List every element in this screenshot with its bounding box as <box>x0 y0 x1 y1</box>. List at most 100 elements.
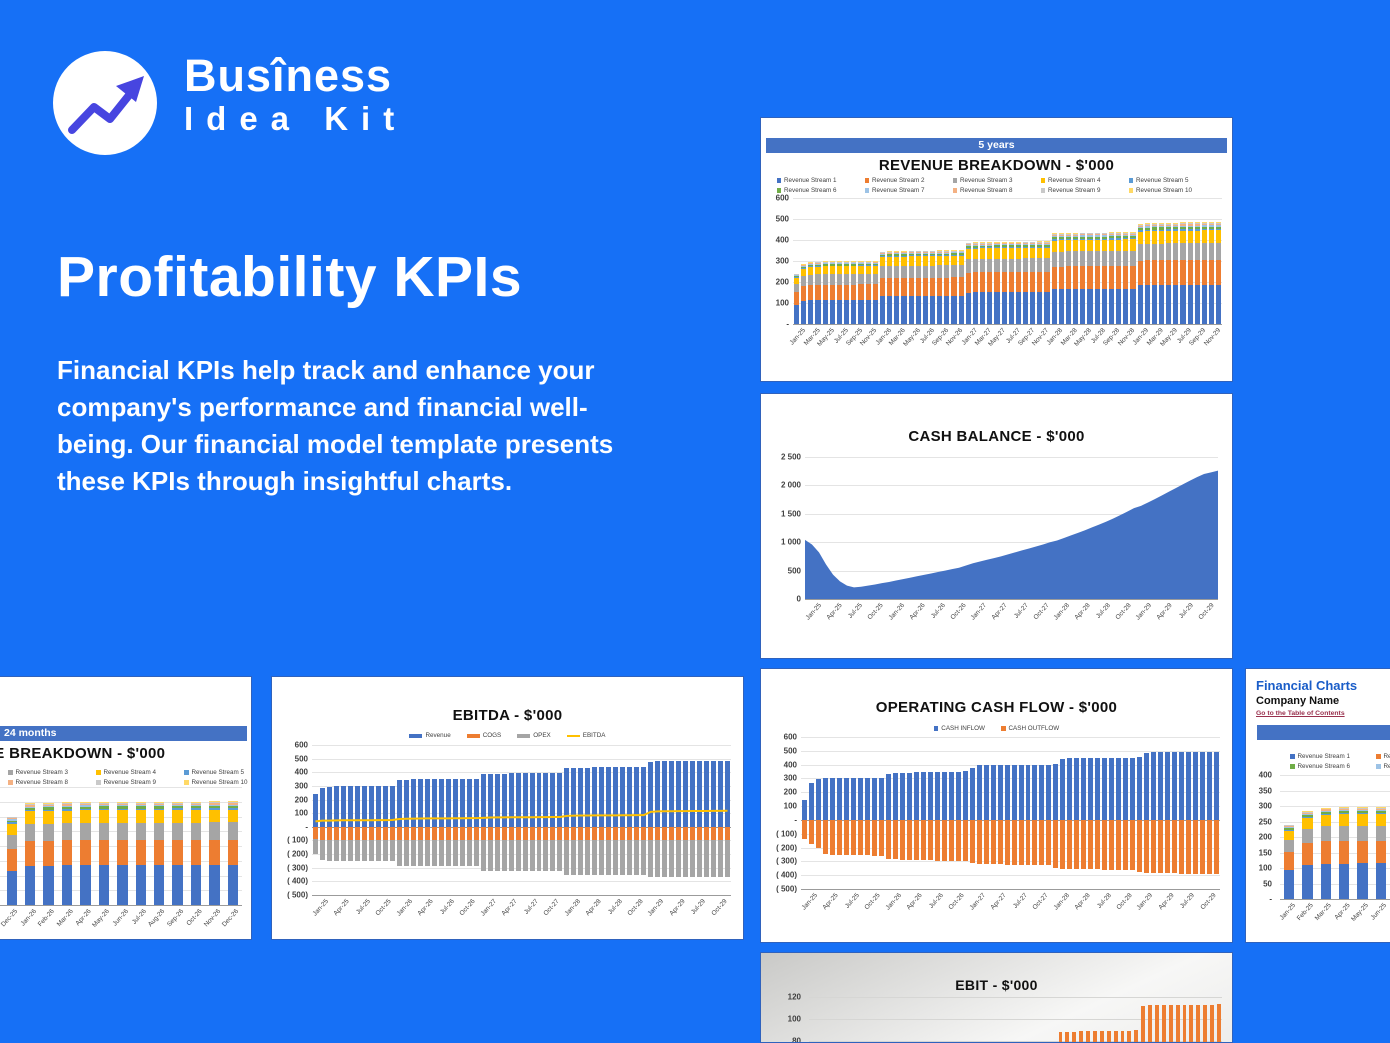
bar-Aug-27 <box>529 745 535 895</box>
bar-positive <box>529 773 535 827</box>
bar-segment <box>1320 863 1331 899</box>
x-axis-tick: Jan-29 <box>1135 599 1157 633</box>
bar-negative <box>641 840 647 875</box>
bar-segment <box>987 242 993 244</box>
bar-segment <box>858 264 864 266</box>
bar-Apr-27 <box>987 198 993 324</box>
bar-Feb-26 <box>403 745 409 895</box>
bar-Feb-26 <box>887 198 893 324</box>
bar-Oct-26 <box>190 787 202 905</box>
legend-swatch <box>96 780 101 785</box>
x-axis-label: Apr-27 <box>500 898 519 918</box>
bar-segment <box>937 277 943 296</box>
x-axis-tick: Apr-28 <box>1073 599 1095 633</box>
bar-Jan-27 <box>965 198 971 324</box>
bar-Jun-29 <box>1173 198 1179 324</box>
bar-segment <box>1065 1032 1070 1042</box>
bar-segment <box>1180 243 1186 260</box>
legend-item: CASH INFLOW <box>933 725 985 732</box>
bar-negative <box>368 839 374 861</box>
bar-Sep-29 <box>1193 737 1199 889</box>
bar-Nov-25 <box>871 737 877 889</box>
bar-Oct-26 <box>948 737 954 889</box>
legend-item: Revenue Stream 2 <box>864 177 953 184</box>
bar-segment <box>858 274 864 285</box>
bar-segment <box>879 278 886 297</box>
legend-label: Revenue Stream 9 <box>1048 187 1101 194</box>
bar-negative <box>836 819 842 855</box>
bar-negative <box>829 819 835 855</box>
bar-Jan-27 <box>976 997 980 1042</box>
bar-negative <box>550 840 556 871</box>
bar-negative <box>1039 819 1045 866</box>
bar-segment <box>1209 226 1215 230</box>
y-axis-tick: 300 <box>294 781 308 791</box>
bar-segment <box>1375 814 1386 826</box>
bar-negative <box>948 819 954 861</box>
legend-item: Revenue Stream 5 <box>1128 177 1217 184</box>
bar-Mar-27 <box>983 737 989 889</box>
bar-negative <box>878 819 884 856</box>
bar-segment <box>994 244 1000 246</box>
bar-segment <box>1037 243 1043 244</box>
bar-negative <box>508 840 514 871</box>
gridline <box>793 324 1222 325</box>
legend-label: Revenue Stream 10 <box>191 779 248 786</box>
bar-segment <box>6 816 18 818</box>
x-axis-tick: Jan-27 <box>968 889 990 923</box>
y-axis: 12010080604020- <box>775 993 805 1043</box>
chart-title: REVENUE BREAKDOWN - $'000 <box>878 157 1115 174</box>
bar-segment <box>794 277 800 278</box>
bar-Apr-27 <box>501 745 507 895</box>
bar-negative <box>389 839 395 861</box>
bar-segment <box>1065 232 1072 234</box>
table-of-contents-link[interactable]: Go to the Table of Contents <box>1256 710 1345 717</box>
bar-segment <box>172 801 183 803</box>
bar-segment <box>1187 222 1193 224</box>
bar-segment <box>1008 272 1014 293</box>
bar-Dec-28 <box>1130 198 1136 324</box>
x-axis-label: Jul-25 <box>844 892 862 910</box>
legend-swatch <box>1001 726 1006 731</box>
bar-Aug-28 <box>613 745 619 895</box>
bar-Apr-25 <box>831 997 835 1042</box>
bar-segment <box>915 295 921 324</box>
bar-Oct-27 <box>1032 737 1038 889</box>
chart-title: EBIT - $'000 <box>955 977 1038 993</box>
bar-segment <box>901 256 907 266</box>
bar-Jun-26 <box>117 787 128 905</box>
y-axis-tick: 100 <box>775 298 789 308</box>
bar-segment <box>1320 811 1331 814</box>
bar-segment <box>865 261 871 262</box>
bar-segment <box>958 253 964 256</box>
bar-negative <box>522 826 528 841</box>
bar-May-28 <box>592 745 598 895</box>
bar-negative <box>941 819 947 861</box>
bar-segment <box>43 823 54 841</box>
bar-segment <box>1108 233 1115 235</box>
gridline <box>805 457 1218 458</box>
bar-negative <box>969 819 975 864</box>
bar-segment <box>851 262 857 264</box>
bar-positive <box>927 772 933 820</box>
legend-label: OPEX <box>533 732 551 739</box>
bar-segment <box>1123 235 1129 237</box>
bar-positive <box>1179 752 1185 820</box>
x-axis-tick: Jan-29 <box>647 895 668 929</box>
plot-area <box>1280 775 1390 900</box>
bar-segment <box>1008 292 1014 324</box>
bar-segment <box>25 803 36 805</box>
bar-segment <box>922 265 928 278</box>
bar-segment <box>98 810 110 823</box>
bar-segment <box>915 277 921 296</box>
bar-segment <box>6 823 18 835</box>
bar-segment <box>98 803 110 806</box>
x-axis: Jan-25 Apr-25 Jul-25 Oct-25 Jan-26 Apr-26 Jul-… <box>805 599 1218 633</box>
bar-Oct-25 <box>858 198 864 324</box>
x-axis-tick: Oct-27 <box>1031 889 1052 923</box>
bar-Apr-25 <box>815 198 821 324</box>
bar-segment <box>972 247 979 249</box>
bar-segment <box>836 263 843 265</box>
bar-negative <box>382 826 388 840</box>
bar-Jan-29 <box>1137 198 1143 324</box>
